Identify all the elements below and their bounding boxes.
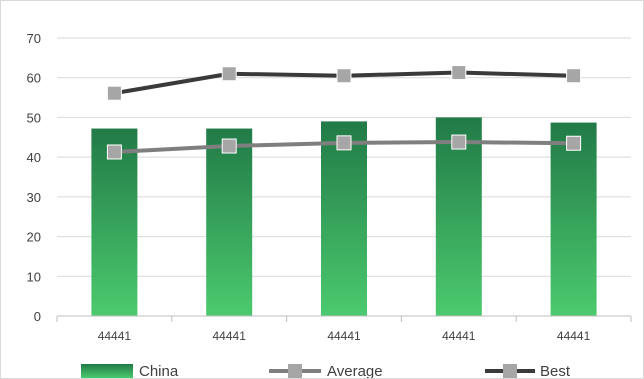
x-tick-label: 44441: [557, 329, 591, 343]
legend-marker-best: [503, 364, 517, 378]
marker-best: [336, 68, 352, 84]
y-tick-label: 20: [27, 230, 41, 245]
marker-average: [221, 138, 237, 154]
marker-best: [566, 68, 582, 84]
y-tick-label: 70: [27, 31, 41, 46]
marker-average: [336, 135, 352, 151]
bar-china: [435, 117, 482, 316]
legend-label-china: China: [139, 363, 179, 378]
x-tick-label: 44441: [327, 329, 361, 343]
legend: China Average Best: [81, 363, 571, 378]
y-tick-label: 30: [27, 190, 41, 205]
y-tick-label: 50: [27, 110, 41, 125]
bar-china: [321, 121, 367, 317]
marker-best: [221, 66, 237, 82]
legend-label-average: Average: [327, 363, 383, 378]
line-series: [106, 65, 582, 160]
y-tick-label: 40: [27, 150, 41, 165]
x-tick-label: 44441: [213, 329, 247, 343]
bar-china: [550, 122, 597, 316]
y-axis-ticks: 0 10 20 30 40 50 60 70: [27, 31, 41, 324]
marker-average: [566, 135, 582, 151]
legend-marker-average: [288, 364, 302, 378]
bar-china: [91, 128, 138, 316]
y-tick-label: 10: [27, 269, 41, 284]
x-tick-label: 44441: [442, 329, 476, 343]
legend-swatch-china: [81, 364, 133, 378]
marker-average: [106, 144, 122, 160]
marker-best: [451, 65, 467, 81]
bar-series-china: [91, 117, 597, 317]
y-tick-label: 60: [27, 71, 41, 86]
legend-label-best: Best: [540, 363, 571, 378]
x-tick-label: 44441: [98, 329, 132, 343]
marker-best: [106, 85, 122, 101]
marker-average: [451, 134, 467, 150]
bar-china: [206, 128, 253, 316]
y-tick-label: 0: [34, 309, 41, 324]
x-axis: 44441 44441 44441 44441 44441: [56, 315, 632, 343]
